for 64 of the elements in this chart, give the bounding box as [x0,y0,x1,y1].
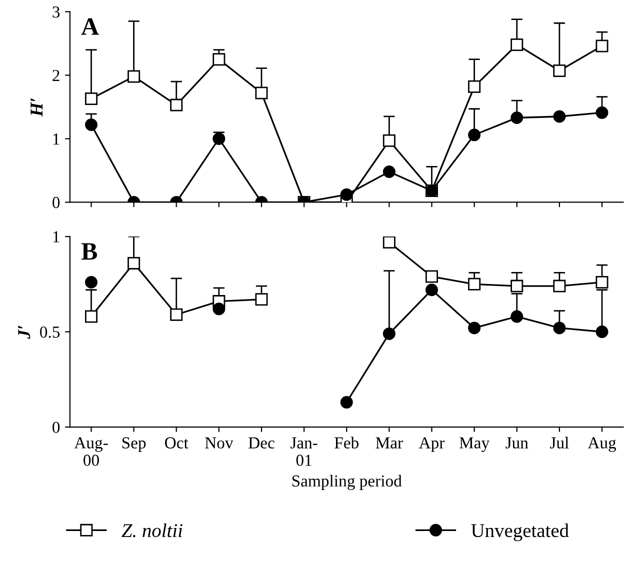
x-tick-label: Jun [506,437,528,448]
point [596,276,608,288]
x-tick-label: Feb [334,436,358,448]
annotation: A [81,18,99,35]
point [553,322,566,334]
point [596,106,608,119]
y-axis-title: J′ [18,326,30,339]
point [212,53,226,66]
point [340,188,353,201]
point [596,326,608,338]
point [425,284,438,296]
point [128,70,140,83]
point [84,92,98,105]
point [425,270,438,283]
x-tick-label: Jan- 01 [290,437,318,466]
point [128,256,140,270]
y-tick-label: 0 [52,422,60,433]
point [510,280,524,292]
x-tick-label: Sep [122,437,146,452]
legend-label: Z. noltii [122,523,182,538]
x-tick-label: Aug [588,437,616,452]
point [596,40,608,52]
x-tick-label: Apr [418,437,445,452]
y-tick-label: 0.5 [40,326,60,338]
x-tick-label: Aug- 00 [74,437,108,466]
point [382,327,396,340]
x-tick-label: Nov [205,437,234,448]
legend-label: Unvegetated [471,523,569,542]
y-tick-label: 1 [53,134,60,144]
point [84,310,98,323]
point [255,293,268,306]
point [382,134,396,147]
point [468,80,481,93]
x-tick-label: Mar [376,437,403,448]
point [510,310,524,323]
x-tick-label: Dec [248,437,274,448]
point [510,38,524,51]
x-tick-label: May [460,437,490,452]
point [255,86,268,100]
point [170,308,183,321]
y-tick-label: 0 [52,196,60,208]
x-tick-label: Oct [165,437,188,448]
point [553,64,566,78]
x-tick-label: Jul [550,436,569,448]
point [468,322,481,334]
point [84,118,98,131]
point [510,112,524,124]
point [170,98,183,112]
point [468,278,481,290]
point [468,128,481,142]
point [553,280,566,292]
y-tick-label: 2 [52,70,60,81]
point [340,396,353,409]
point [212,302,226,316]
annotation: B [81,243,98,260]
point [382,165,396,178]
point [212,132,226,145]
y-axis-title: H′ [30,98,43,117]
y-tick-label: 3 [52,6,60,18]
point [382,236,396,248]
x-axis-title: Sampling period [292,474,402,490]
point [84,276,98,288]
point [553,110,566,123]
y-tick-label: 1 [53,231,60,242]
